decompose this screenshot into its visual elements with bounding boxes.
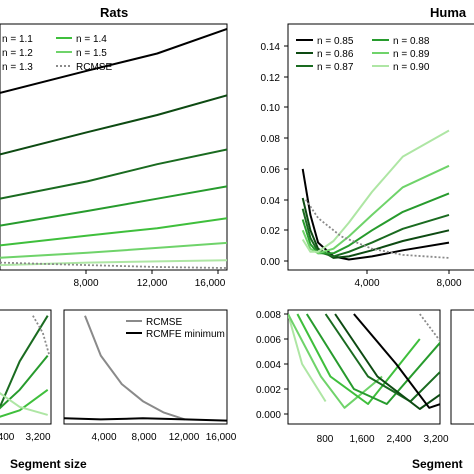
legend-entry: n = 0.90 <box>393 62 430 73</box>
human-main-ytick: 0.12 <box>261 73 281 84</box>
rats-inset-2-xtick: 4,000 <box>91 432 116 443</box>
legend-entry: n = 0.87 <box>317 62 354 73</box>
rats-main-xtick: 16,000 <box>195 278 226 289</box>
human-inset-ytick: 0.002 <box>256 385 281 396</box>
rats-inset-2-xtick: 8,000 <box>131 432 156 443</box>
legend-entry: n = 0.85 <box>317 36 354 47</box>
human-main-ytick: 0.06 <box>261 165 281 176</box>
rats-inset-2-series-line <box>64 417 227 422</box>
human-main-ytick: 0.10 <box>261 103 281 114</box>
human-main-ytick: 0.02 <box>261 226 281 237</box>
rats-inset-1-xtick: 400 <box>0 432 15 443</box>
human-inset-series-line <box>419 313 440 343</box>
rats-inset-1-series-line <box>0 388 49 418</box>
rats-main-xtick: 12,000 <box>137 278 168 289</box>
rats-main-xtick: 8,000 <box>73 278 98 289</box>
rats-inset-1-xtick: 3,200 <box>25 432 50 443</box>
rats-inset-2-series <box>64 315 227 422</box>
human-main-series <box>301 129 450 261</box>
human-main-frame <box>287 23 474 271</box>
legend-entry: RCMSE <box>146 317 182 328</box>
rats-main-frame <box>0 23 228 271</box>
rats-inset-2-xtick: 12,000 <box>169 432 200 443</box>
human-inset-series-line <box>334 313 440 410</box>
rats-title: Rats <box>100 5 128 20</box>
human-inset-series-line <box>324 313 440 403</box>
legend-entry: n = 0.86 <box>317 49 354 60</box>
human-inset-xtick: 3,200 <box>423 434 448 445</box>
rats-inset-2-series-line <box>84 315 186 421</box>
rats-main-series <box>0 27 227 269</box>
rats-x-axis-label: Segment size <box>10 457 87 471</box>
human-inset-series-line <box>296 313 421 405</box>
human-inset-ytick: 0.004 <box>256 360 281 371</box>
human-inset-series-line <box>353 313 440 409</box>
human-main-xtick: 8,000 <box>436 278 461 289</box>
rats-main-legend: n = 1.1 n = 1.4 n = 1.2 n = 1.5 n = 1.3 … <box>2 34 112 73</box>
human-main-series-line <box>301 197 450 259</box>
legend-entry: n = 1.1 <box>2 34 33 45</box>
rats-inset-1-series-line <box>0 354 49 410</box>
human-main-series-line <box>301 129 450 253</box>
human-inset-series-line <box>288 313 383 409</box>
rats-main-series-line <box>0 27 227 94</box>
human-main-series-line <box>301 208 450 258</box>
human-main-legend: n = 0.85 n = 0.88 n = 0.86 n = 0.89 n = … <box>296 36 430 73</box>
human-inset-series <box>288 313 440 410</box>
rats-main-series-line <box>0 185 227 227</box>
human-inset-ytick: 0.008 <box>256 310 281 321</box>
legend-entry: n = 1.5 <box>76 48 107 59</box>
legend-entry: RCMFE minimum <box>146 329 225 340</box>
rats-main-series-line <box>0 259 227 267</box>
human-inset-frame <box>287 309 441 425</box>
legend-entry: n = 1.3 <box>2 62 33 73</box>
human-main-series-line <box>301 164 450 255</box>
human-title: Huma <box>430 5 467 20</box>
human-inset-xtick: 800 <box>317 434 334 445</box>
human-main-ytick: 0.08 <box>261 134 281 145</box>
human-x-axis-label: Segment <box>412 457 463 471</box>
rats-main-series-line <box>0 148 227 200</box>
legend-entry: n = 0.89 <box>393 49 430 60</box>
rats-main-series-line <box>0 217 227 247</box>
rats-inset-1-series <box>0 315 51 418</box>
rats-main-series-line <box>0 261 227 269</box>
human-inset-xtick: 2,400 <box>386 434 411 445</box>
human-main-series-line <box>301 168 450 261</box>
human-main-series-line <box>305 199 450 259</box>
rats-inset-1-series-line <box>0 392 48 416</box>
legend-entry: n = 1.2 <box>2 48 33 59</box>
human-inset-ytick: 0.000 <box>256 410 281 421</box>
legend-entry: n = 0.88 <box>393 36 430 47</box>
rats-inset-2-xtick: 16,000 <box>206 432 237 443</box>
human-main-ytick: 0.00 <box>261 257 281 268</box>
human-main-ytick: 0.14 <box>261 42 281 53</box>
human-inset-series-line <box>305 313 440 405</box>
rats-inset-1-frame <box>0 309 52 425</box>
human-main-ytick: 0.04 <box>261 196 281 207</box>
human-inset-ytick: 0.006 <box>256 335 281 346</box>
legend-entry: RCMSE <box>76 62 112 73</box>
human-inset-2-frame <box>450 309 474 425</box>
human-inset-xtick: 1,600 <box>349 434 374 445</box>
rats-inset-1-series-line <box>0 315 49 410</box>
rats-main-series-line <box>0 241 227 259</box>
rats-inset-2-legend: RCMSE RCMFE minimum <box>126 317 225 340</box>
rats-main-series-line <box>0 94 227 156</box>
human-main-series-line <box>301 192 450 255</box>
legend-entry: n = 1.4 <box>76 34 107 45</box>
human-inset-series-line <box>288 313 327 403</box>
human-main-xtick: 4,000 <box>354 278 379 289</box>
ticks <box>85 45 450 415</box>
rats-inset-2-frame <box>63 309 228 425</box>
